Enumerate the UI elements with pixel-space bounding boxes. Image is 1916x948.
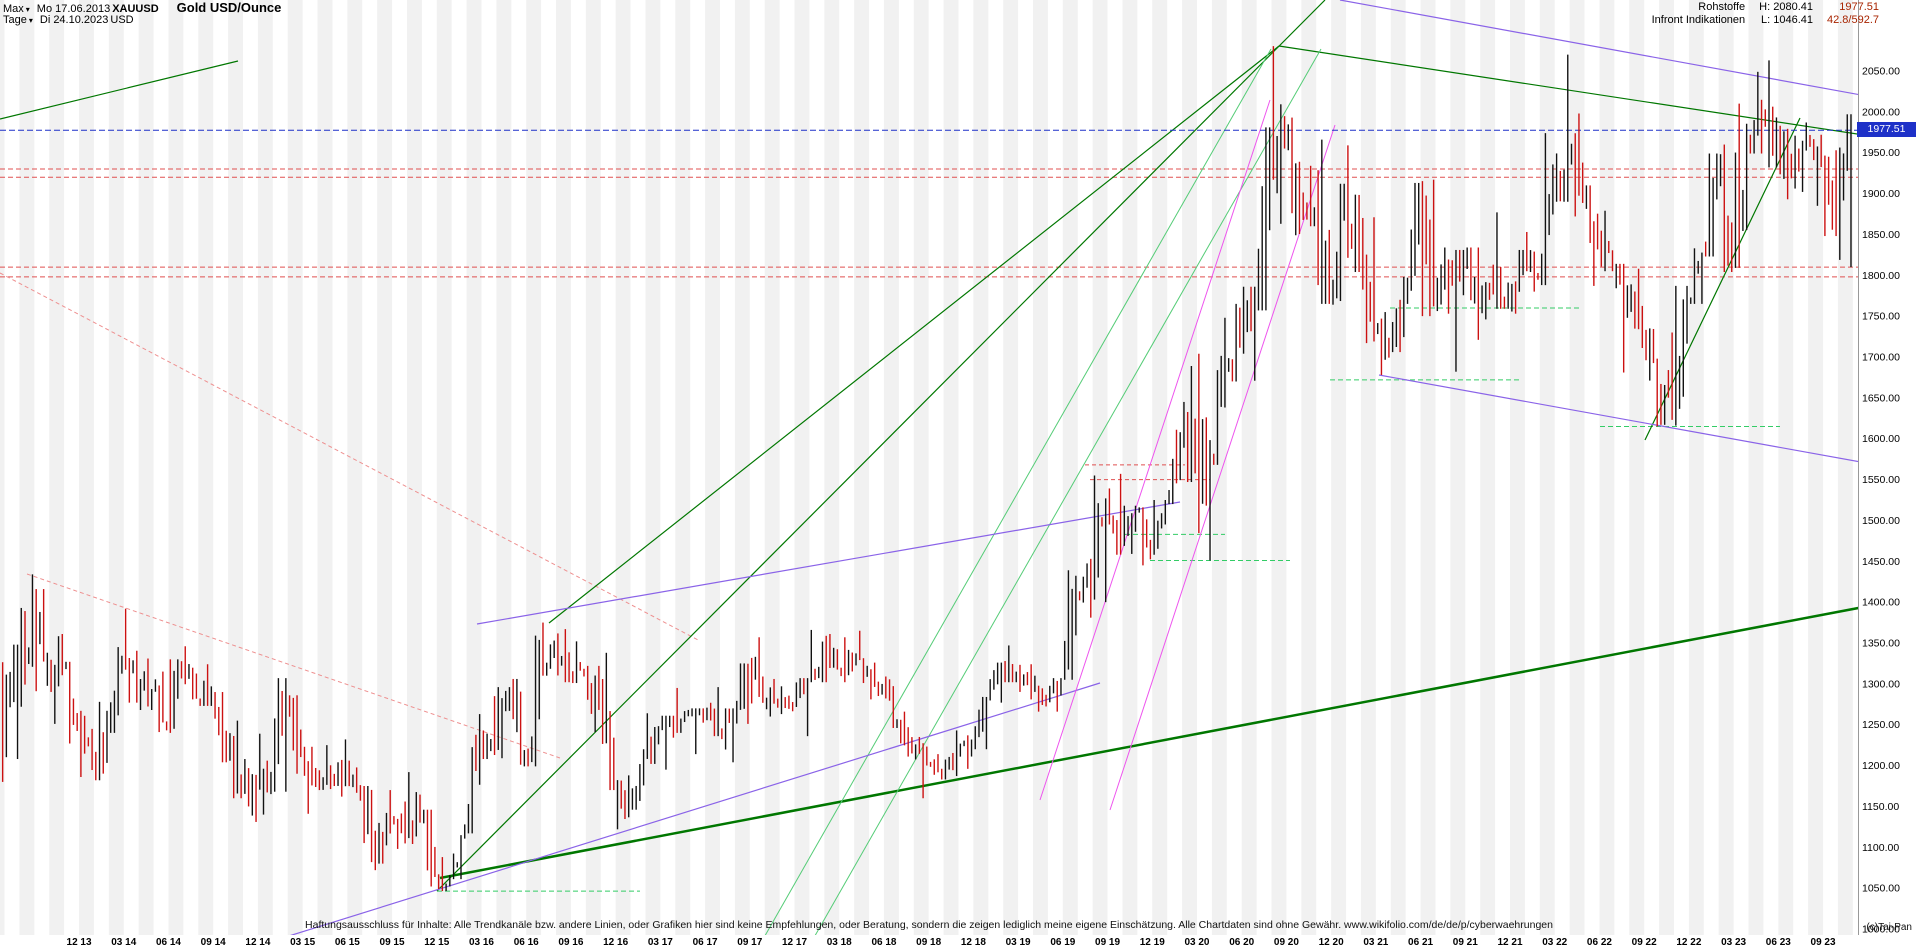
range-selector[interactable]: Max ▾ xyxy=(3,3,30,16)
svg-text:06 19: 06 19 xyxy=(1050,937,1075,948)
copyright-label: (c)Tai-Pan xyxy=(1866,922,1912,933)
svg-text:03 16: 03 16 xyxy=(469,937,494,948)
svg-text:1050.00: 1050.00 xyxy=(1862,883,1900,895)
svg-text:06 21: 06 21 xyxy=(1408,937,1433,948)
svg-text:03 18: 03 18 xyxy=(827,937,852,948)
svg-text:09 16: 09 16 xyxy=(558,937,583,948)
symbol-label: XAUUSD xyxy=(112,3,159,15)
svg-text:03 14: 03 14 xyxy=(111,937,136,948)
svg-text:03 15: 03 15 xyxy=(290,937,315,948)
svg-text:2000.00: 2000.00 xyxy=(1862,106,1900,118)
svg-text:1900.00: 1900.00 xyxy=(1862,188,1900,200)
chart-header-left: Max ▾ Mo 17.06.2013 XAUUSD Gold USD/Ounce… xyxy=(3,1,281,27)
disclaimer-text: Haftungsausschluss für Inhalte: Alle Tre… xyxy=(305,919,1553,931)
svg-text:09 22: 09 22 xyxy=(1632,937,1657,948)
svg-text:06 16: 06 16 xyxy=(514,937,539,948)
chevron-down-icon: ▾ xyxy=(28,16,33,25)
svg-text:1600.00: 1600.00 xyxy=(1862,433,1900,445)
svg-text:03 23: 03 23 xyxy=(1721,937,1746,948)
svg-text:12 22: 12 22 xyxy=(1676,937,1701,948)
svg-text:1400.00: 1400.00 xyxy=(1862,597,1900,609)
svg-text:03 21: 03 21 xyxy=(1363,937,1388,948)
last-price-label: 1977.51 xyxy=(1839,1,1879,13)
current-price-tag: 1977.51 xyxy=(1857,122,1916,137)
svg-text:06 20: 06 20 xyxy=(1229,937,1254,948)
svg-text:09 21: 09 21 xyxy=(1453,937,1478,948)
svg-text:1700.00: 1700.00 xyxy=(1862,351,1900,363)
svg-text:12 17: 12 17 xyxy=(782,937,807,948)
svg-text:1800.00: 1800.00 xyxy=(1862,270,1900,282)
svg-text:12 14: 12 14 xyxy=(245,937,270,948)
chart-title: Gold USD/Ounce xyxy=(176,0,282,15)
svg-text:1650.00: 1650.00 xyxy=(1862,392,1900,404)
svg-text:09 14: 09 14 xyxy=(201,937,226,948)
currency-label: USD xyxy=(110,14,134,26)
svg-text:06 18: 06 18 xyxy=(871,937,896,948)
high-label: H: 2080.41 xyxy=(1759,1,1813,13)
period-selector[interactable]: Tage ▾ xyxy=(3,14,33,27)
svg-text:03 17: 03 17 xyxy=(648,937,673,948)
svg-text:12 16: 12 16 xyxy=(603,937,628,948)
range-value-label: 42.8/592.7 xyxy=(1827,14,1879,26)
svg-text:1750.00: 1750.00 xyxy=(1862,311,1900,323)
svg-text:09 19: 09 19 xyxy=(1095,937,1120,948)
chevron-down-icon: ▾ xyxy=(25,5,30,14)
svg-text:1000.00: 1000.00 xyxy=(1862,923,1900,935)
category-label: Rohstoffe xyxy=(1698,1,1746,13)
svg-text:1150.00: 1150.00 xyxy=(1862,801,1899,813)
svg-text:1850.00: 1850.00 xyxy=(1862,229,1900,241)
period-selector-label: Tage xyxy=(3,14,27,26)
provider-label: Infront Indikationen xyxy=(1651,14,1746,26)
svg-text:06 17: 06 17 xyxy=(693,937,718,948)
svg-text:12 15: 12 15 xyxy=(424,937,449,948)
svg-text:03 19: 03 19 xyxy=(1006,937,1031,948)
svg-text:1100.00: 1100.00 xyxy=(1862,842,1899,854)
svg-text:1550.00: 1550.00 xyxy=(1862,474,1900,486)
svg-text:03 20: 03 20 xyxy=(1184,937,1209,948)
svg-text:09 15: 09 15 xyxy=(380,937,405,948)
svg-text:06 22: 06 22 xyxy=(1587,937,1612,948)
svg-text:06 15: 06 15 xyxy=(335,937,360,948)
end-date-label: Di 24.10.2023 xyxy=(39,14,109,26)
svg-text:06 14: 06 14 xyxy=(156,937,181,948)
svg-text:1500.00: 1500.00 xyxy=(1862,515,1900,527)
svg-text:1450.00: 1450.00 xyxy=(1862,556,1900,568)
svg-text:2050.00: 2050.00 xyxy=(1862,66,1900,78)
low-label: L: 1046.41 xyxy=(1761,14,1813,26)
svg-text:09 20: 09 20 xyxy=(1274,937,1299,948)
svg-text:1350.00: 1350.00 xyxy=(1862,637,1900,649)
svg-text:12 13: 12 13 xyxy=(67,937,92,948)
range-selector-label: Max xyxy=(3,3,24,15)
svg-text:1200.00: 1200.00 xyxy=(1862,760,1900,772)
svg-text:1950.00: 1950.00 xyxy=(1862,147,1900,159)
svg-text:1250.00: 1250.00 xyxy=(1862,719,1900,731)
start-date-label: Mo 17.06.2013 xyxy=(36,3,111,15)
svg-text:1300.00: 1300.00 xyxy=(1862,678,1900,690)
svg-text:09 23: 09 23 xyxy=(1811,937,1836,948)
chart-header-right: Rohstoffe H: 2080.41 1977.51 Infront Ind… xyxy=(1652,1,1879,27)
svg-text:12 21: 12 21 xyxy=(1497,937,1522,948)
svg-text:03 22: 03 22 xyxy=(1542,937,1567,948)
svg-text:09 17: 09 17 xyxy=(737,937,762,948)
svg-text:09 18: 09 18 xyxy=(916,937,941,948)
svg-text:12 20: 12 20 xyxy=(1319,937,1344,948)
svg-text:12 19: 12 19 xyxy=(1140,937,1165,948)
svg-text:06 23: 06 23 xyxy=(1766,937,1791,948)
svg-text:12 18: 12 18 xyxy=(961,937,986,948)
